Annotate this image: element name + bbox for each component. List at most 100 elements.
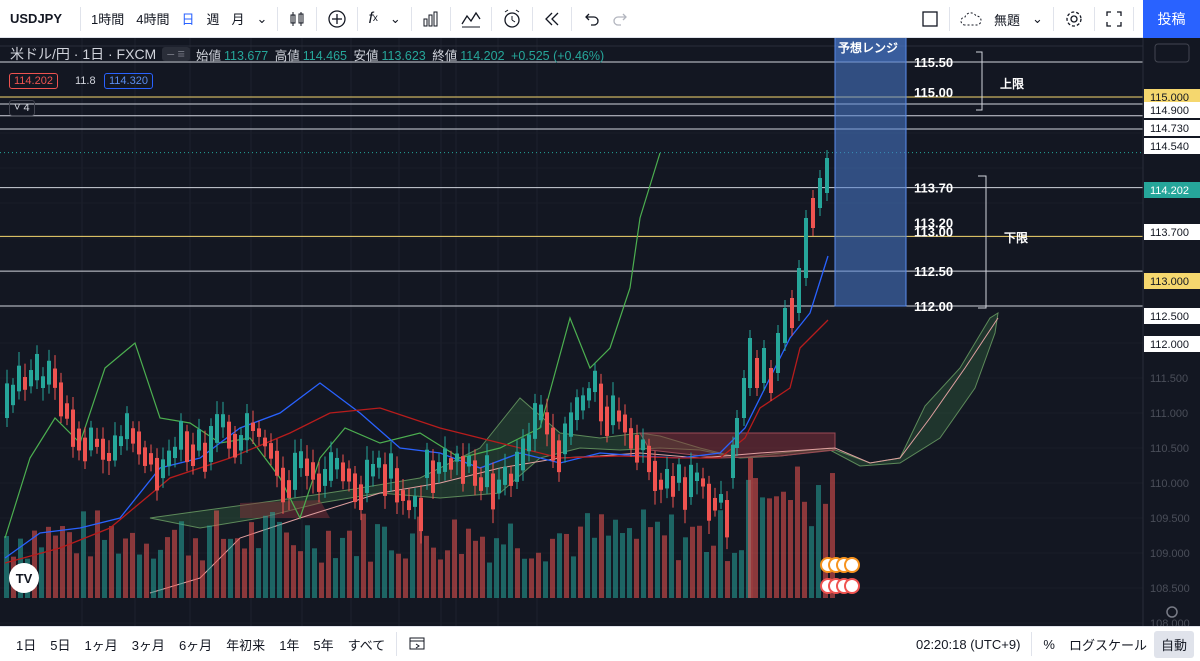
interval-1m[interactable]: 月 [231, 12, 245, 27]
range-title: 予想レンジ [838, 40, 898, 55]
volume-bar [60, 526, 65, 598]
chevron-down-icon[interactable]: ⌄ [389, 10, 401, 26]
candle-body [23, 377, 27, 390]
symbol-search[interactable]: USDJPY [10, 11, 63, 26]
candle-body [611, 395, 615, 426]
volume-bar [809, 526, 814, 598]
interval-1d[interactable]: 日 [181, 12, 195, 27]
range-5y[interactable]: 5年 [313, 637, 334, 653]
candle-body [659, 479, 663, 490]
chart-area[interactable]: 予想レンジ116.00115.50115.00113.70113.20113.0… [0, 20, 1200, 630]
volume-bar [270, 512, 275, 598]
volume-bar [634, 538, 639, 598]
axis-label: 115.000 [1150, 92, 1189, 104]
volume-bar [389, 550, 394, 598]
volume-bar [669, 514, 674, 598]
volume-bar [599, 514, 604, 598]
candle-body [155, 457, 159, 491]
candle-body [503, 466, 507, 485]
base-line [4, 319, 829, 564]
range-1y[interactable]: 1年 [279, 637, 300, 653]
layout-square-icon[interactable] [915, 0, 945, 38]
volume-bar [438, 559, 443, 598]
candle-body [275, 450, 279, 476]
range-all[interactable]: すべて [347, 637, 386, 653]
chevron-down-icon[interactable]: ⌄ [256, 10, 268, 26]
volume-bar [102, 539, 107, 598]
candle-body [29, 370, 33, 387]
candle-body [473, 460, 477, 486]
range-3m[interactable]: 3ヶ月 [131, 637, 165, 653]
auto-scale-toggle[interactable]: 自動 [1153, 630, 1194, 658]
volume-bar [354, 556, 359, 598]
candle-body [776, 333, 780, 373]
candle-body [125, 413, 129, 440]
cloud-icon[interactable] [954, 0, 988, 38]
volume-bar [774, 496, 779, 598]
divider [1031, 632, 1033, 656]
templates-icon[interactable] [455, 0, 487, 38]
tradingview-logo[interactable]: TV [9, 563, 39, 593]
candle-body [17, 365, 21, 392]
volume-bar [291, 545, 296, 598]
divider [490, 6, 492, 31]
replay-icon[interactable] [537, 0, 567, 38]
redo-icon[interactable] [606, 0, 636, 38]
forecast-range [834, 26, 907, 307]
sell-price-button[interactable]: 114.202 [9, 73, 58, 89]
candle-body [167, 450, 171, 467]
compare-add-icon[interactable] [321, 0, 353, 38]
candle-body [365, 459, 369, 493]
financials-icon[interactable] [416, 0, 446, 38]
visibility-toggle[interactable]: – ≡ [162, 47, 190, 61]
fullscreen-icon[interactable] [1099, 0, 1129, 38]
volume-bar [214, 510, 219, 598]
divider [316, 6, 318, 31]
buy-price-button[interactable]: 114.320 [104, 73, 153, 89]
range-5d[interactable]: 5日 [50, 637, 71, 653]
candle-body [317, 473, 321, 492]
range-6m[interactable]: 6ヶ月 [178, 637, 213, 653]
level-tag [1144, 89, 1200, 105]
symbol-title[interactable]: 米ドル/円 · 1日 · FXCM [10, 46, 157, 62]
gear-icon[interactable] [1058, 0, 1090, 38]
volume-bar [340, 537, 345, 598]
candle-body [551, 427, 555, 461]
candle-body [725, 500, 729, 538]
candle-body [635, 434, 639, 463]
interval-1h[interactable]: 1時間 [91, 12, 125, 27]
publish-button[interactable]: 投稿 [1143, 0, 1200, 38]
indicators-collapse-button[interactable]: ˅ 4 [9, 100, 35, 116]
undo-icon[interactable] [576, 0, 606, 38]
alert-clock-icon[interactable] [496, 0, 528, 38]
candle-body [221, 414, 225, 428]
range-ytd[interactable]: 年初来 [226, 637, 266, 653]
goto-date-icon[interactable] [401, 635, 433, 654]
log-scale-toggle[interactable]: ログスケール [1068, 637, 1147, 653]
interval-1w[interactable]: 週 [206, 12, 220, 27]
candle-style-icon[interactable] [282, 0, 312, 38]
volume-bar [67, 532, 72, 598]
range-level-label: 112.50 [914, 264, 953, 279]
chart-title[interactable]: 無題 [994, 12, 1021, 28]
percent-toggle[interactable]: % [1043, 636, 1055, 652]
candle-body [695, 472, 699, 482]
interval-4h[interactable]: 4時間 [136, 12, 170, 27]
chart-background [0, 38, 1143, 626]
range-1m[interactable]: 1ヶ月 [84, 637, 118, 653]
volume-bar [347, 530, 352, 598]
candles [5, 150, 829, 550]
clock-time[interactable]: 02:20:18 (UTC+9) [915, 636, 1021, 652]
level-tag [1144, 273, 1200, 289]
range-1d[interactable]: 1日 [16, 637, 37, 653]
axis-label: 108.500 [1150, 583, 1190, 595]
candle-body [347, 468, 351, 482]
volume-bar [725, 561, 730, 598]
candle-body [485, 455, 489, 488]
volume-bar [179, 521, 184, 598]
price-chart[interactable]: 予想レンジ116.00115.50115.00113.70113.20113.0… [0, 20, 1200, 630]
axis-label: 110.000 [1150, 478, 1189, 490]
chevron-down-icon[interactable]: ⌄ [1032, 11, 1043, 26]
volume-bar [186, 555, 191, 598]
